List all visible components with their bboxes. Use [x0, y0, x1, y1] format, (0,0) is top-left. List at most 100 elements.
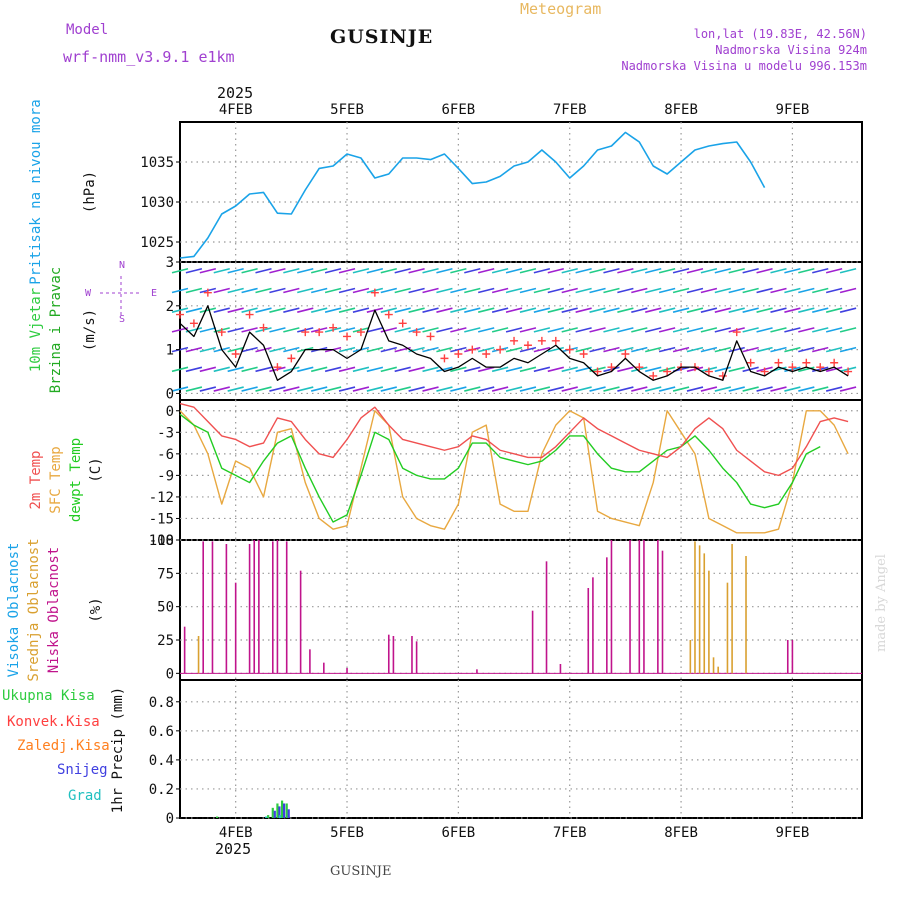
wind-arrow [199, 386, 217, 392]
wind-arrow [798, 267, 815, 274]
wind-arrow [450, 267, 467, 274]
gust-mark [844, 367, 853, 376]
wind-arrow [839, 386, 857, 392]
wind-arrow [324, 307, 342, 313]
gust-mark [523, 341, 532, 350]
wind-arrow [394, 366, 411, 373]
wind-arrow [408, 287, 425, 294]
gust-mark [176, 310, 184, 319]
wind-arrow [464, 267, 481, 274]
y-tick-label-precip: 0 [166, 811, 174, 827]
y-tick-label-temperature: -6 [157, 447, 174, 463]
compass-W: W [85, 288, 92, 299]
wind-arrow [547, 307, 564, 313]
wind-arrow [171, 287, 189, 294]
gust-mark [788, 363, 797, 372]
wind-arrow [380, 386, 397, 392]
wind-arrow [464, 327, 481, 333]
gust-mark [704, 367, 713, 376]
y-tick-label-clouds: 75 [157, 566, 174, 582]
x-tick-label-top: 9FEB [776, 102, 810, 118]
wind-arrow [658, 267, 676, 274]
wind-arrow [297, 307, 314, 313]
gust-mark [537, 336, 546, 345]
wind-arrow [213, 287, 230, 294]
wind-arrow [227, 366, 244, 373]
wind-arrow [324, 287, 342, 294]
gust-mark [663, 367, 672, 376]
precip-legend-item: Snijeg [57, 762, 108, 778]
wind-arrow [519, 346, 537, 353]
wind-arrow [533, 346, 551, 353]
wind-arrow [283, 386, 300, 392]
wind-arrow [686, 267, 704, 274]
wind-arrow [352, 366, 370, 373]
wind-unit: (m/s) [82, 309, 98, 351]
wind-arrow [283, 287, 300, 294]
wind-arrow [770, 346, 787, 353]
pressure-unit: (hPa) [82, 171, 98, 213]
wind-arrow [672, 386, 690, 392]
wind-arrow [742, 346, 759, 353]
gust-mark [189, 319, 198, 328]
wind-arrow [394, 267, 411, 274]
gust-mark [231, 350, 240, 358]
y-tick-label-temperature: -3 [157, 425, 174, 441]
wind-arrow [825, 267, 843, 274]
y-tick-label-clouds: 25 [157, 633, 174, 649]
wind-arrow [394, 327, 411, 333]
wind-arrow [422, 287, 439, 294]
wind-arrow [714, 267, 732, 274]
wind-arrow [436, 327, 453, 333]
gust-mark [454, 350, 463, 358]
wind-arrow [547, 287, 564, 294]
gust-mark [565, 345, 574, 354]
precip-ylabel: 1hr Precip (mm) [110, 687, 126, 813]
wind-arrow [227, 307, 244, 313]
wind-arrow [603, 346, 620, 353]
gust-mark [579, 350, 588, 358]
gust-mark [301, 328, 310, 337]
wind-arrow [213, 366, 230, 373]
wind-arrow [533, 287, 551, 294]
wind-arrow [631, 346, 648, 353]
wind-arrow [505, 386, 523, 392]
wind-arrow [185, 267, 203, 274]
gust-mark [384, 310, 393, 319]
y-tick-label-clouds: 0 [166, 666, 174, 682]
y-tick-label-precip: 0.2 [149, 782, 174, 798]
wind-arrow [171, 366, 189, 373]
wind-arrow [269, 307, 286, 313]
wind-arrow [756, 327, 773, 333]
wind-arrow [241, 366, 258, 373]
cloud-high-ylabel: Visoka Oblacnost [6, 543, 22, 678]
model-label: Model [66, 22, 108, 38]
wind-arrow [297, 267, 314, 274]
wind-arrow [422, 267, 439, 274]
wind-arrow [561, 327, 578, 333]
wind-arrow [561, 287, 578, 294]
wind-arrow [171, 267, 189, 274]
wind-arrow [394, 287, 411, 294]
wind-arrow [645, 287, 662, 294]
wind-arrow [310, 386, 328, 392]
precip-legend-item: Konvek.Kisa [7, 714, 100, 730]
wind-arrow [784, 287, 801, 294]
wind-arrow [324, 366, 342, 373]
wind-arrow [505, 307, 523, 313]
wind-arrow [798, 287, 815, 294]
gust-mark [802, 358, 811, 367]
wind-arrow [324, 386, 342, 392]
wind-arrow [241, 386, 258, 392]
wind-arrow [700, 346, 718, 353]
wind-arrow [839, 346, 857, 353]
wind-arrow [533, 267, 551, 274]
y-tick-label-precip: 0.6 [149, 724, 174, 740]
wind-arrow [617, 386, 634, 392]
wind-arrow [686, 386, 704, 392]
wind-arrow [491, 287, 509, 294]
wind-arrow [227, 287, 244, 294]
wind-arrow [812, 327, 829, 333]
wind-arrow [436, 386, 453, 392]
y-tick-label-wind: 3 [166, 255, 174, 271]
